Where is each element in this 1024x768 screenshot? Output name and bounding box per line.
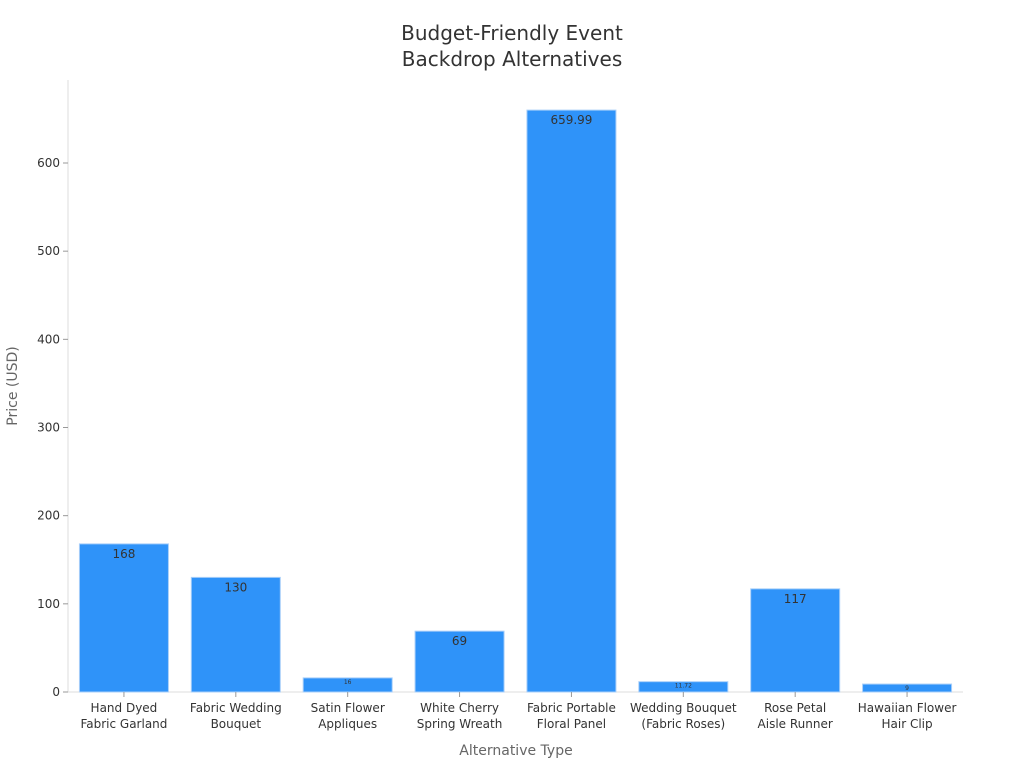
- bar-value-label: 11.72: [675, 683, 692, 690]
- x-tick-label: (Fabric Roses): [641, 717, 725, 731]
- x-axis-title: Alternative Type: [459, 743, 572, 759]
- y-tick-label: 600: [37, 156, 60, 170]
- bar: [750, 588, 841, 693]
- bar-value-label: 16: [344, 679, 352, 686]
- bar-value-label: 9: [905, 685, 909, 692]
- bar-value-label: 117: [784, 592, 807, 606]
- x-tick-label: Appliques: [318, 717, 377, 731]
- x-tick-label: Fabric Wedding: [190, 701, 282, 715]
- x-axis-ticks: Hand Dyed Fabric Garland Fabric Wedding Bou…: [80, 692, 956, 731]
- bar-value-label: 168: [112, 547, 135, 561]
- bar-value-label: 130: [224, 580, 247, 594]
- y-axis-ticks: 0 100 200 300 400 500 600: [37, 156, 68, 699]
- x-tick-label: Hand Dyed: [91, 701, 158, 715]
- bars-group: 168 130 16 69 659.99 11.72 117 9: [78, 109, 953, 693]
- bar: [78, 543, 169, 693]
- x-tick-label: Hawaiian Flower: [858, 701, 957, 715]
- x-tick-label: Hair Clip: [882, 717, 933, 731]
- y-tick-label: 500: [37, 244, 60, 258]
- x-tick-label: Bouquet: [211, 717, 262, 731]
- x-tick-label: Rose Petal: [764, 701, 826, 715]
- x-tick-label: Aisle Runner: [758, 717, 833, 731]
- chart-title-line-2: Backdrop Alternatives: [402, 47, 622, 71]
- x-tick-label: Spring Wreath: [417, 717, 503, 731]
- bar-value-label: 659.99: [550, 113, 592, 127]
- x-tick-label: Fabric Portable: [527, 701, 616, 715]
- x-tick-label: Satin Flower: [311, 701, 385, 715]
- bar-value-label: 69: [452, 634, 467, 648]
- bar: [526, 109, 617, 693]
- y-axis-title: Price (USD): [5, 346, 21, 425]
- x-tick-label: Fabric Garland: [80, 717, 167, 731]
- y-tick-label: 100: [37, 597, 60, 611]
- bar: [414, 630, 505, 693]
- x-tick-label: White Cherry: [420, 701, 499, 715]
- y-tick-label: 200: [37, 509, 60, 523]
- y-tick-label: 300: [37, 421, 60, 435]
- bar: [190, 576, 281, 693]
- chart-title-line-1: Budget-Friendly Event: [401, 21, 623, 45]
- y-tick-label: 0: [52, 685, 60, 699]
- y-tick-label: 400: [37, 332, 60, 346]
- x-tick-label: Wedding Bouquet: [630, 701, 737, 715]
- x-tick-label: Floral Panel: [537, 717, 606, 731]
